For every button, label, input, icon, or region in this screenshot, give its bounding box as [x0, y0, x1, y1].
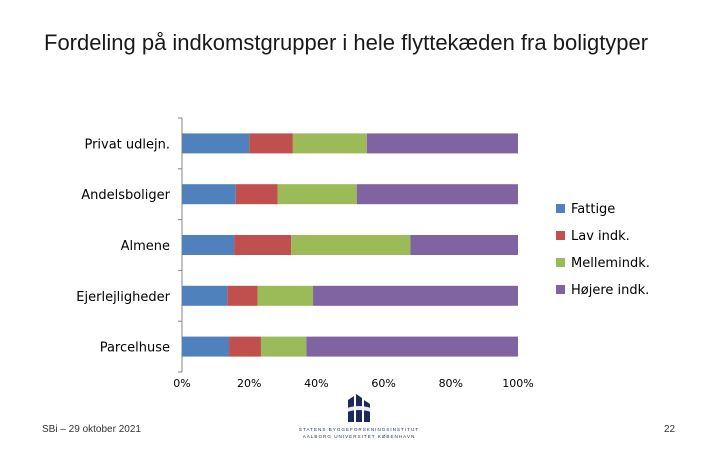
bar-segment — [410, 235, 518, 255]
bar-segment — [313, 285, 518, 306]
logo-text-line1: STATENS BYGGEFORSKNINGSINSTITUT — [298, 427, 420, 432]
category-label: Privat udlejn. — [84, 137, 170, 152]
x-tick-label: 0% — [173, 377, 190, 390]
bar-segment — [366, 133, 518, 154]
bar-segment — [257, 285, 314, 306]
legend-swatch — [556, 285, 565, 294]
bar-segment — [182, 285, 228, 306]
category-label: Andelsboliger — [81, 188, 170, 203]
institute-logo: STATENS BYGGEFORSKNINGSINSTITUT AALBORG … — [296, 392, 422, 442]
legend-label: Lav indk. — [571, 229, 630, 244]
bar-segment — [249, 133, 293, 154]
legend-swatch — [556, 231, 565, 240]
x-tick-label: 40% — [304, 377, 328, 390]
category-label: Parcelhuse — [100, 341, 170, 356]
bar-segment — [182, 133, 250, 154]
bar-segment — [182, 184, 236, 205]
bar-segment — [182, 235, 235, 255]
footer-date: SBi – 29 oktober 2021 — [42, 424, 141, 435]
bar-segment — [182, 336, 230, 357]
page-number: 22 — [664, 424, 676, 435]
logo-text-line2: AALBORG UNIVERSITET KØBENHAVN — [302, 434, 416, 439]
x-tick-label: 20% — [237, 377, 261, 390]
legend-label: Mellemindk. — [571, 256, 650, 271]
legend-swatch — [556, 204, 565, 213]
bar-segment — [356, 184, 518, 205]
bar-segment — [306, 336, 518, 357]
logo-emblem-icon — [342, 394, 376, 422]
slide-title: Fordeling på indkomstgrupper i hele flyt… — [44, 30, 649, 55]
x-tick-label: 60% — [371, 377, 395, 390]
category-label: Ejerlejligheder — [76, 290, 170, 305]
bar-segment — [234, 235, 292, 255]
x-tick-label: 80% — [439, 377, 463, 390]
legend-label: Fattige — [571, 202, 615, 217]
bar-segment — [229, 336, 261, 357]
bar-segment — [277, 184, 357, 205]
legend-swatch — [556, 258, 565, 267]
bar-segment — [235, 184, 278, 205]
bar-segment — [227, 285, 258, 306]
x-tick-label: 100% — [502, 377, 533, 390]
legend-label: Højere indk. — [571, 283, 649, 298]
category-label: Almene — [121, 239, 170, 254]
bar-segment — [260, 336, 307, 357]
bar-segment — [291, 235, 411, 255]
bar-segment — [292, 133, 367, 154]
